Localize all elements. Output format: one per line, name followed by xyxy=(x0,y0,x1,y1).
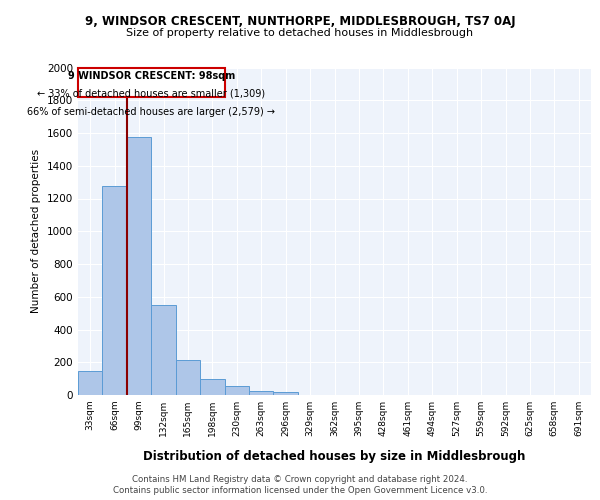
Y-axis label: Number of detached properties: Number of detached properties xyxy=(31,149,41,314)
Bar xyxy=(151,305,176,395)
Bar xyxy=(176,360,200,395)
Bar xyxy=(103,186,127,395)
Bar xyxy=(78,371,103,395)
Text: 66% of semi-detached houses are larger (2,579) →: 66% of semi-detached houses are larger (… xyxy=(27,107,275,117)
Text: 9 WINDSOR CRESCENT: 98sqm: 9 WINDSOR CRESCENT: 98sqm xyxy=(68,71,235,81)
Text: Contains public sector information licensed under the Open Government Licence v3: Contains public sector information licen… xyxy=(113,486,487,495)
Bar xyxy=(274,392,298,395)
Text: Size of property relative to detached houses in Middlesbrough: Size of property relative to detached ho… xyxy=(127,28,473,38)
Text: ← 33% of detached houses are smaller (1,309): ← 33% of detached houses are smaller (1,… xyxy=(37,89,265,99)
Bar xyxy=(249,391,274,395)
Text: Contains HM Land Registry data © Crown copyright and database right 2024.: Contains HM Land Registry data © Crown c… xyxy=(132,475,468,484)
Bar xyxy=(127,137,151,395)
Bar xyxy=(224,386,249,395)
X-axis label: Distribution of detached houses by size in Middlesbrough: Distribution of detached houses by size … xyxy=(143,450,526,463)
Text: 9, WINDSOR CRESCENT, NUNTHORPE, MIDDLESBROUGH, TS7 0AJ: 9, WINDSOR CRESCENT, NUNTHORPE, MIDDLESB… xyxy=(85,15,515,28)
Bar xyxy=(200,378,224,395)
FancyBboxPatch shape xyxy=(78,68,224,97)
